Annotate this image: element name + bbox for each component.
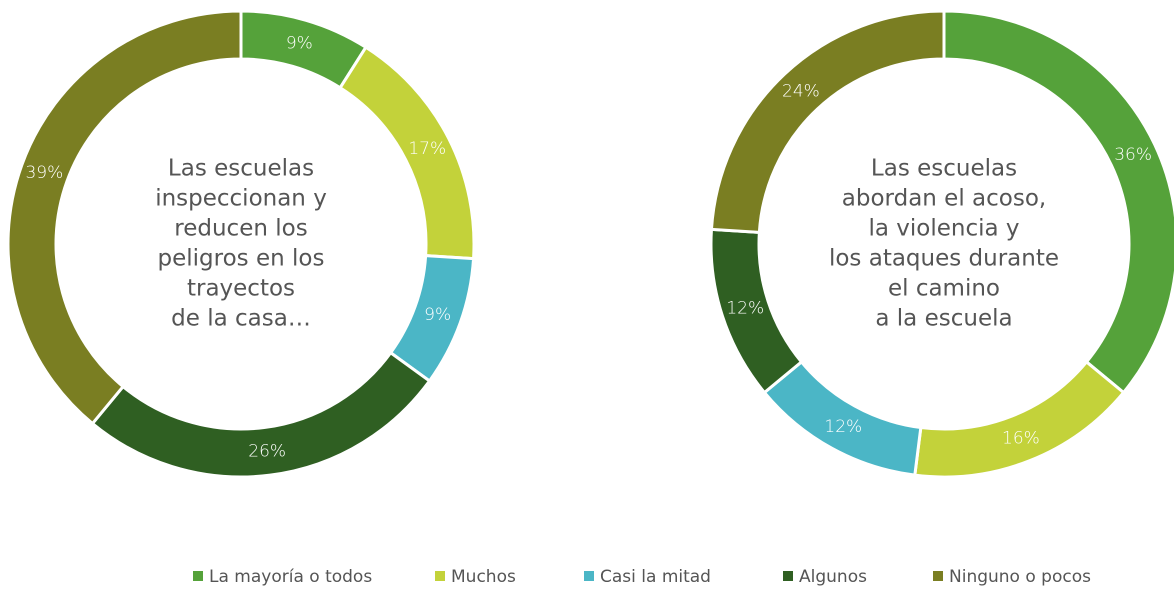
legend-label: La mayoría o todos xyxy=(209,567,372,587)
value-label: 17% xyxy=(408,139,446,159)
legend-label: Casi la mitad xyxy=(600,567,711,587)
value-label: 36% xyxy=(1114,145,1152,165)
donut-segment xyxy=(338,45,476,261)
legend-swatch xyxy=(435,571,445,581)
legend-swatch xyxy=(193,571,203,581)
center-title: de la casa… xyxy=(171,306,311,332)
legend-swatch xyxy=(783,571,793,581)
value-label: 12% xyxy=(824,417,862,437)
center-title: los ataques durante xyxy=(829,246,1059,272)
donut-segment xyxy=(913,359,1126,479)
center-title: Las escuelas xyxy=(871,156,1017,182)
legend-swatch xyxy=(584,571,594,581)
center-title: abordan el acoso, xyxy=(842,186,1046,212)
center-title: trayectos xyxy=(187,276,295,302)
value-label: 39% xyxy=(25,163,63,183)
legend-label: Ninguno o pocos xyxy=(949,567,1091,587)
center-title: reducen los xyxy=(174,216,307,242)
center-title: inspeccionan y xyxy=(155,186,327,212)
center-title: a la escuela xyxy=(875,306,1012,332)
donut-segment xyxy=(6,9,243,426)
legend-label: Algunos xyxy=(799,567,867,587)
value-label: 26% xyxy=(248,441,286,461)
center-title: la violencia y xyxy=(868,216,1019,242)
value-label: 24% xyxy=(782,82,820,102)
donut-segment xyxy=(709,9,946,234)
value-label: 16% xyxy=(1002,428,1040,448)
value-label: 9% xyxy=(424,305,451,325)
donut-segment xyxy=(942,9,1174,395)
center-title: el camino xyxy=(888,276,1000,302)
value-label: 12% xyxy=(726,299,764,319)
value-label: 9% xyxy=(286,33,313,53)
center-title: Las escuelas xyxy=(168,156,314,182)
legend-swatch xyxy=(933,571,943,581)
center-title: peligros en los xyxy=(158,246,325,272)
legend-label: Muchos xyxy=(451,567,516,587)
